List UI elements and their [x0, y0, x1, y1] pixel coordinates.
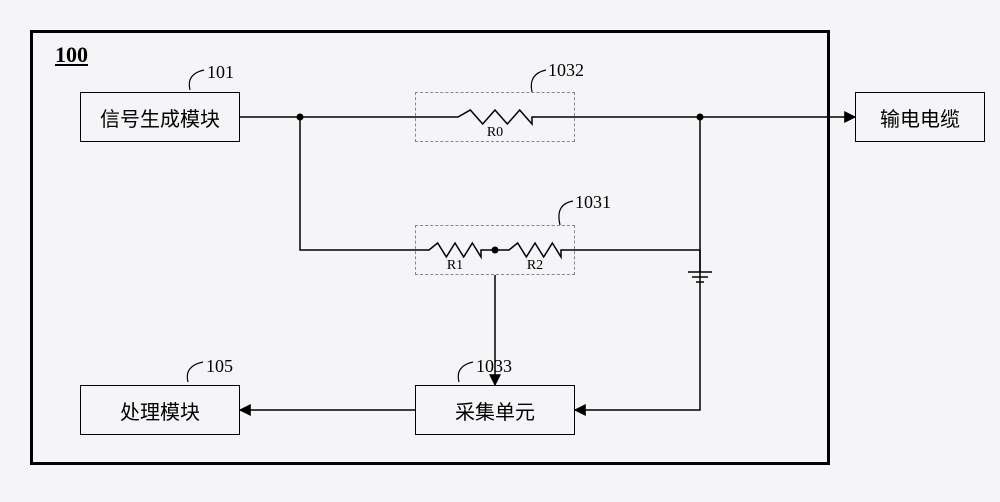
- signal-generation-module-label: 信号生成模块: [100, 103, 220, 132]
- diagram-title-number: 100: [55, 42, 88, 68]
- signal-generation-module-block: 信号生成模块: [80, 92, 240, 142]
- leader-1031: 1031: [575, 192, 611, 213]
- power-cable-label: 输电电缆: [880, 103, 960, 132]
- resistor-r2-label: R2: [515, 258, 555, 274]
- processing-module-label: 处理模块: [120, 396, 200, 425]
- processing-module-block: 处理模块: [80, 385, 240, 435]
- leader-1033: 1033: [476, 356, 512, 377]
- leader-1032: 1032: [548, 60, 584, 81]
- acquisition-unit-block: 采集单元: [415, 385, 575, 435]
- leader-101: 101: [207, 62, 234, 83]
- resistor-r1-label: R1: [435, 258, 475, 274]
- diagram-stage: 100 信号生成模块 处理模块 采集单元 输电电缆 101 1032 1031 …: [0, 0, 1000, 502]
- power-cable-block: 输电电缆: [855, 92, 985, 142]
- acquisition-unit-label: 采集单元: [455, 396, 535, 425]
- resistor-r0-label: R0: [475, 125, 515, 141]
- leader-105: 105: [206, 356, 233, 377]
